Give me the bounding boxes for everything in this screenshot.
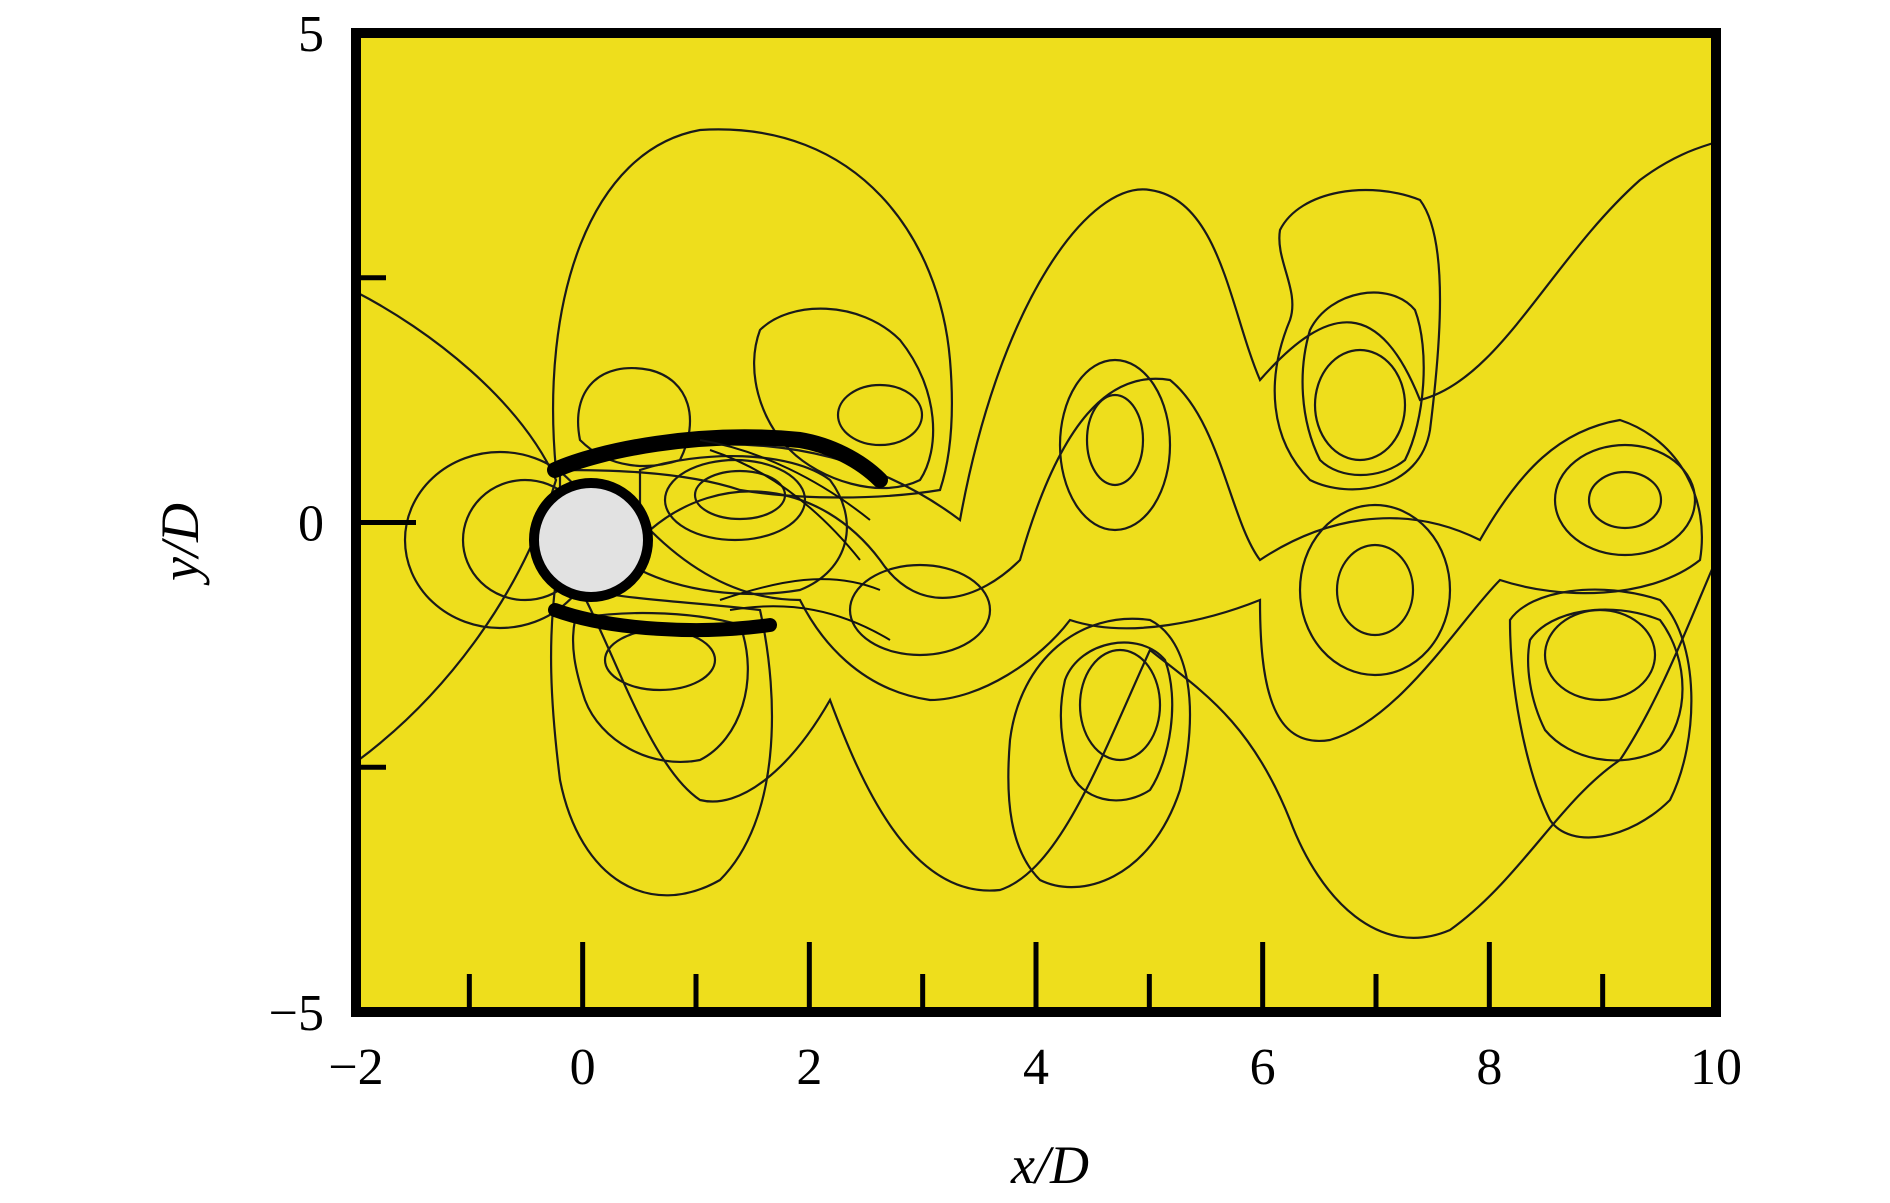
x-tick-label: 10 bbox=[1690, 1039, 1742, 1096]
wake-yellow-green-region bbox=[558, 140, 1716, 939]
contour-field bbox=[356, 33, 1716, 1012]
x-tick-labels: −2 0 2 4 6 8 10 bbox=[328, 1039, 1742, 1096]
wake-green-vortex-3 bbox=[1553, 443, 1697, 557]
wake-upper-red-dark-2 bbox=[1313, 348, 1407, 462]
wake-upper-orange-region-2 bbox=[1273, 188, 1442, 491]
upper-orange-region bbox=[552, 128, 954, 499]
upper-red-core-2 bbox=[753, 307, 935, 490]
wake-lower-orange-region-1 bbox=[1007, 617, 1192, 889]
lower-orange-region bbox=[549, 578, 774, 897]
recirculation-cyan-region bbox=[638, 454, 848, 595]
wake-lower-red-dark-1 bbox=[1078, 648, 1162, 762]
wake-green-vortex-1-core bbox=[1085, 393, 1145, 487]
x-tick-label: 4 bbox=[1023, 1039, 1049, 1096]
lower-shear-layer bbox=[548, 603, 777, 637]
x-tick-label: 2 bbox=[796, 1039, 822, 1096]
y-tick-label: 5 bbox=[298, 6, 324, 63]
y-tick-labels: −5 0 5 bbox=[269, 6, 324, 1042]
upstream-yellow-green-region bbox=[356, 290, 558, 764]
x-axis-title: x/D bbox=[1010, 1135, 1089, 1195]
near-wake-green-vortex bbox=[848, 563, 992, 657]
wake-green-vortex-1 bbox=[1058, 358, 1172, 532]
recirculation-blue-core bbox=[693, 469, 787, 521]
y-axis-title: y/D bbox=[150, 503, 210, 586]
upper-red-dark-1 bbox=[836, 383, 924, 447]
x-tick-label: −2 bbox=[328, 1039, 383, 1096]
upper-shear-layer bbox=[547, 429, 888, 488]
cylinder bbox=[529, 478, 653, 602]
lower-red-core-1 bbox=[571, 611, 749, 763]
wake-lower-red-core-1 bbox=[1059, 641, 1174, 802]
shear-layer-streaks bbox=[699, 439, 891, 641]
x-tick-label: 8 bbox=[1476, 1039, 1502, 1096]
x-tick-label: 0 bbox=[570, 1039, 596, 1096]
wake-green-band bbox=[648, 377, 1703, 743]
wake-upper-red-core-2 bbox=[1301, 291, 1425, 476]
y-tick-label: 0 bbox=[298, 496, 324, 553]
wake-lower-orange-region-3 bbox=[1508, 588, 1693, 839]
wake-green-vortex-2 bbox=[1298, 503, 1452, 677]
y-tick-label: −5 bbox=[269, 985, 324, 1042]
upper-red-core-1 bbox=[577, 367, 692, 468]
wake-green-vortex-3-core bbox=[1587, 470, 1663, 530]
wake-green-vortex-2-core bbox=[1335, 543, 1415, 637]
axis-ticks bbox=[356, 275, 1606, 1012]
wake-lower-red-dark-3 bbox=[1543, 608, 1657, 702]
x-tick-label: 6 bbox=[1250, 1039, 1276, 1096]
